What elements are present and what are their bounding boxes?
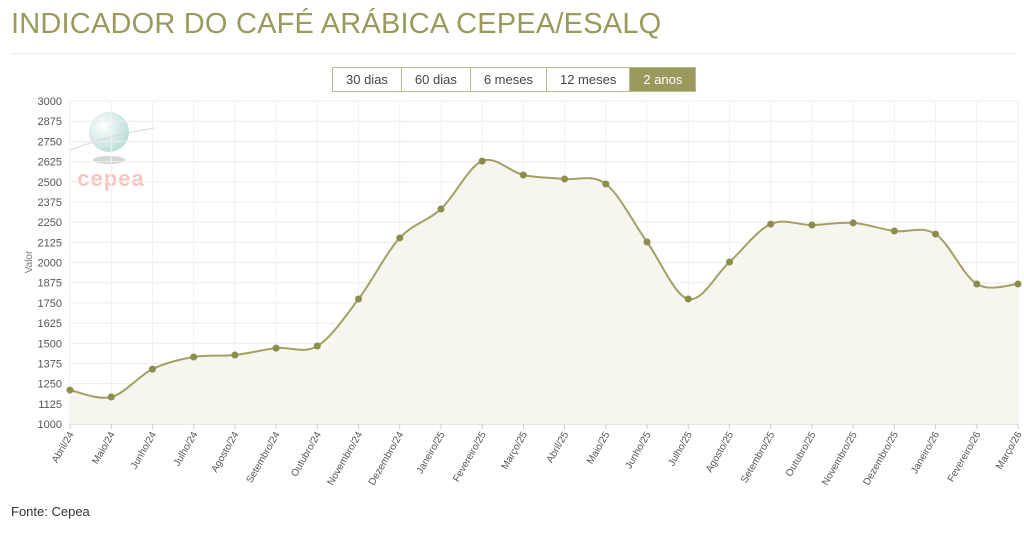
x-tick-label: Maio/24: [91, 430, 119, 467]
x-tick-label: Outubro/25: [784, 430, 819, 479]
y-tick-label: 2000: [38, 258, 62, 270]
y-tick-label: 1250: [38, 379, 62, 391]
range-button[interactable]: 2 anos: [630, 68, 696, 91]
range-button[interactable]: 6 meses: [471, 68, 547, 91]
point: [66, 386, 74, 394]
y-tick-label: 2125: [38, 237, 62, 249]
y-tick-label: 1625: [38, 318, 62, 330]
x-tick-label: Janeiro/25: [415, 430, 448, 476]
x-tick-label: Dezembro/24: [367, 430, 407, 488]
divider: [11, 53, 1017, 54]
point: [849, 219, 857, 227]
point: [190, 353, 198, 361]
y-tick-label: 1375: [38, 358, 62, 370]
x-tick-label: Janeiro/26: [909, 430, 942, 476]
point: [148, 365, 156, 373]
x-tick-label: Junho/24: [129, 430, 159, 472]
y-tick-label: 2500: [38, 177, 62, 189]
x-tick-label: Agosto/24: [209, 430, 241, 475]
point: [684, 295, 692, 303]
point: [725, 258, 733, 266]
range-button[interactable]: 12 meses: [547, 68, 631, 91]
range-buttons: 30 dias 60 dias 6 meses 12 meses 2 anos: [332, 67, 697, 92]
range-button[interactable]: 60 dias: [402, 68, 471, 91]
x-tick-label: Abril/25: [545, 430, 572, 465]
y-tick-label: 3000: [38, 96, 62, 108]
point: [1014, 280, 1022, 288]
x-tick-label: Junho/25: [624, 430, 654, 472]
y-tick-label: 1000: [38, 419, 62, 431]
point: [355, 295, 363, 303]
x-tick-label: Novembro/24: [326, 430, 366, 488]
x-tick-label: Março/25: [500, 430, 531, 472]
y-tick-label: 1750: [38, 298, 62, 310]
y-tick-label: 2375: [38, 197, 62, 209]
y-axis-label: Valor: [24, 250, 35, 273]
point: [519, 171, 527, 179]
x-tick-label: Maio/25: [585, 430, 613, 467]
point: [602, 180, 610, 188]
logo-text: cepea: [77, 166, 144, 191]
point: [313, 342, 321, 350]
x-tick-label: Fevereiro/26: [946, 430, 984, 484]
point: [272, 344, 280, 352]
x-tick-label: Novembro/25: [820, 430, 860, 488]
y-tick-label: 2750: [38, 136, 62, 148]
y-tick-label: 1500: [38, 338, 62, 350]
x-tick-label: Setembro/24: [245, 430, 283, 485]
y-tick-label: 2625: [38, 157, 62, 169]
chart: cepea Valor 1000 1125 1250 1375 1500 1625 1750…: [24, 96, 1024, 488]
x-tick-label: Agosto/25: [704, 430, 736, 475]
point: [932, 230, 940, 238]
x-tick-label: Julho/25: [666, 430, 695, 469]
source: Fonte: Cepea: [11, 504, 90, 519]
point: [437, 205, 445, 213]
y-tick-label: 2250: [38, 217, 62, 229]
x-tick-label: Julho/24: [172, 430, 201, 469]
chart-title: INDICADOR DO CAFÉ ARÁBICA CEPEA/ESALQ: [11, 8, 662, 40]
x-tick-label: Fevereiro/25: [451, 430, 489, 484]
point: [973, 280, 981, 288]
x-tick-label: Outubro/24: [289, 430, 324, 479]
x-tick-label: Março/26: [994, 430, 1024, 472]
range-button[interactable]: 30 dias: [333, 68, 402, 91]
y-tick-label: 2875: [38, 116, 62, 128]
point: [478, 157, 486, 165]
point: [396, 234, 404, 242]
x-tick-label: Setembro/25: [739, 430, 777, 485]
point: [767, 220, 775, 228]
area: [70, 159, 1018, 424]
point: [107, 393, 115, 401]
x-tick-label: Abril/24: [50, 430, 77, 465]
point: [890, 227, 898, 235]
x-tick-label: Dezembro/25: [861, 430, 901, 488]
y-tick-label: 1125: [38, 399, 62, 411]
y-tick-label: 1875: [38, 278, 62, 290]
point: [808, 221, 816, 229]
point: [561, 175, 569, 183]
point: [643, 238, 651, 246]
logo: cepea: [69, 112, 156, 191]
point: [231, 351, 239, 359]
